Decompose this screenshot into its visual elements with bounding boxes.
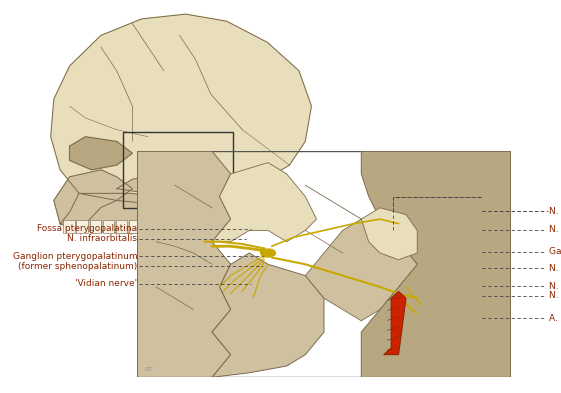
Text: N. petrosus profundus: N. petrosus profundus bbox=[549, 291, 561, 300]
Text: (former sphenopalatinum): (former sphenopalatinum) bbox=[18, 262, 137, 270]
Polygon shape bbox=[117, 174, 211, 193]
Text: N. petrosus major: N. petrosus major bbox=[549, 282, 561, 290]
Bar bbox=[103, 220, 114, 233]
Polygon shape bbox=[70, 137, 132, 170]
Text: N. mandibularis: N. mandibularis bbox=[549, 264, 561, 272]
Text: RT: RT bbox=[220, 195, 229, 202]
Text: 'Vidian nerve': 'Vidian nerve' bbox=[75, 279, 137, 288]
Text: N. maxillaris: N. maxillaris bbox=[549, 226, 561, 234]
Text: N. infraorbitalis: N. infraorbitalis bbox=[67, 234, 137, 243]
Polygon shape bbox=[50, 14, 311, 205]
Bar bbox=[129, 220, 141, 233]
Text: Ganglion Gasseri: Ganglion Gasseri bbox=[549, 247, 561, 256]
Bar bbox=[116, 220, 127, 233]
Text: RT: RT bbox=[145, 367, 153, 371]
Polygon shape bbox=[361, 208, 417, 260]
Text: Fossa pterygopalatina: Fossa pterygopalatina bbox=[38, 224, 137, 233]
Polygon shape bbox=[361, 151, 511, 377]
Polygon shape bbox=[60, 193, 173, 233]
Polygon shape bbox=[212, 163, 316, 242]
Polygon shape bbox=[154, 177, 205, 200]
Polygon shape bbox=[176, 184, 192, 203]
Text: N. ophtalmicus: N. ophtalmicus bbox=[549, 207, 561, 216]
Text: A. carotis interna: A. carotis interna bbox=[549, 314, 561, 323]
Bar bbox=[76, 220, 88, 233]
Bar bbox=[63, 220, 75, 233]
Bar bbox=[90, 220, 101, 233]
Bar bbox=[123, 132, 233, 208]
Polygon shape bbox=[212, 253, 324, 377]
Ellipse shape bbox=[260, 249, 275, 257]
Text: Ganglion pterygopalatinum: Ganglion pterygopalatinum bbox=[13, 252, 137, 261]
Polygon shape bbox=[384, 292, 406, 354]
Bar bbox=[142, 220, 154, 233]
Polygon shape bbox=[137, 151, 231, 377]
Polygon shape bbox=[54, 170, 132, 224]
Polygon shape bbox=[305, 219, 417, 321]
